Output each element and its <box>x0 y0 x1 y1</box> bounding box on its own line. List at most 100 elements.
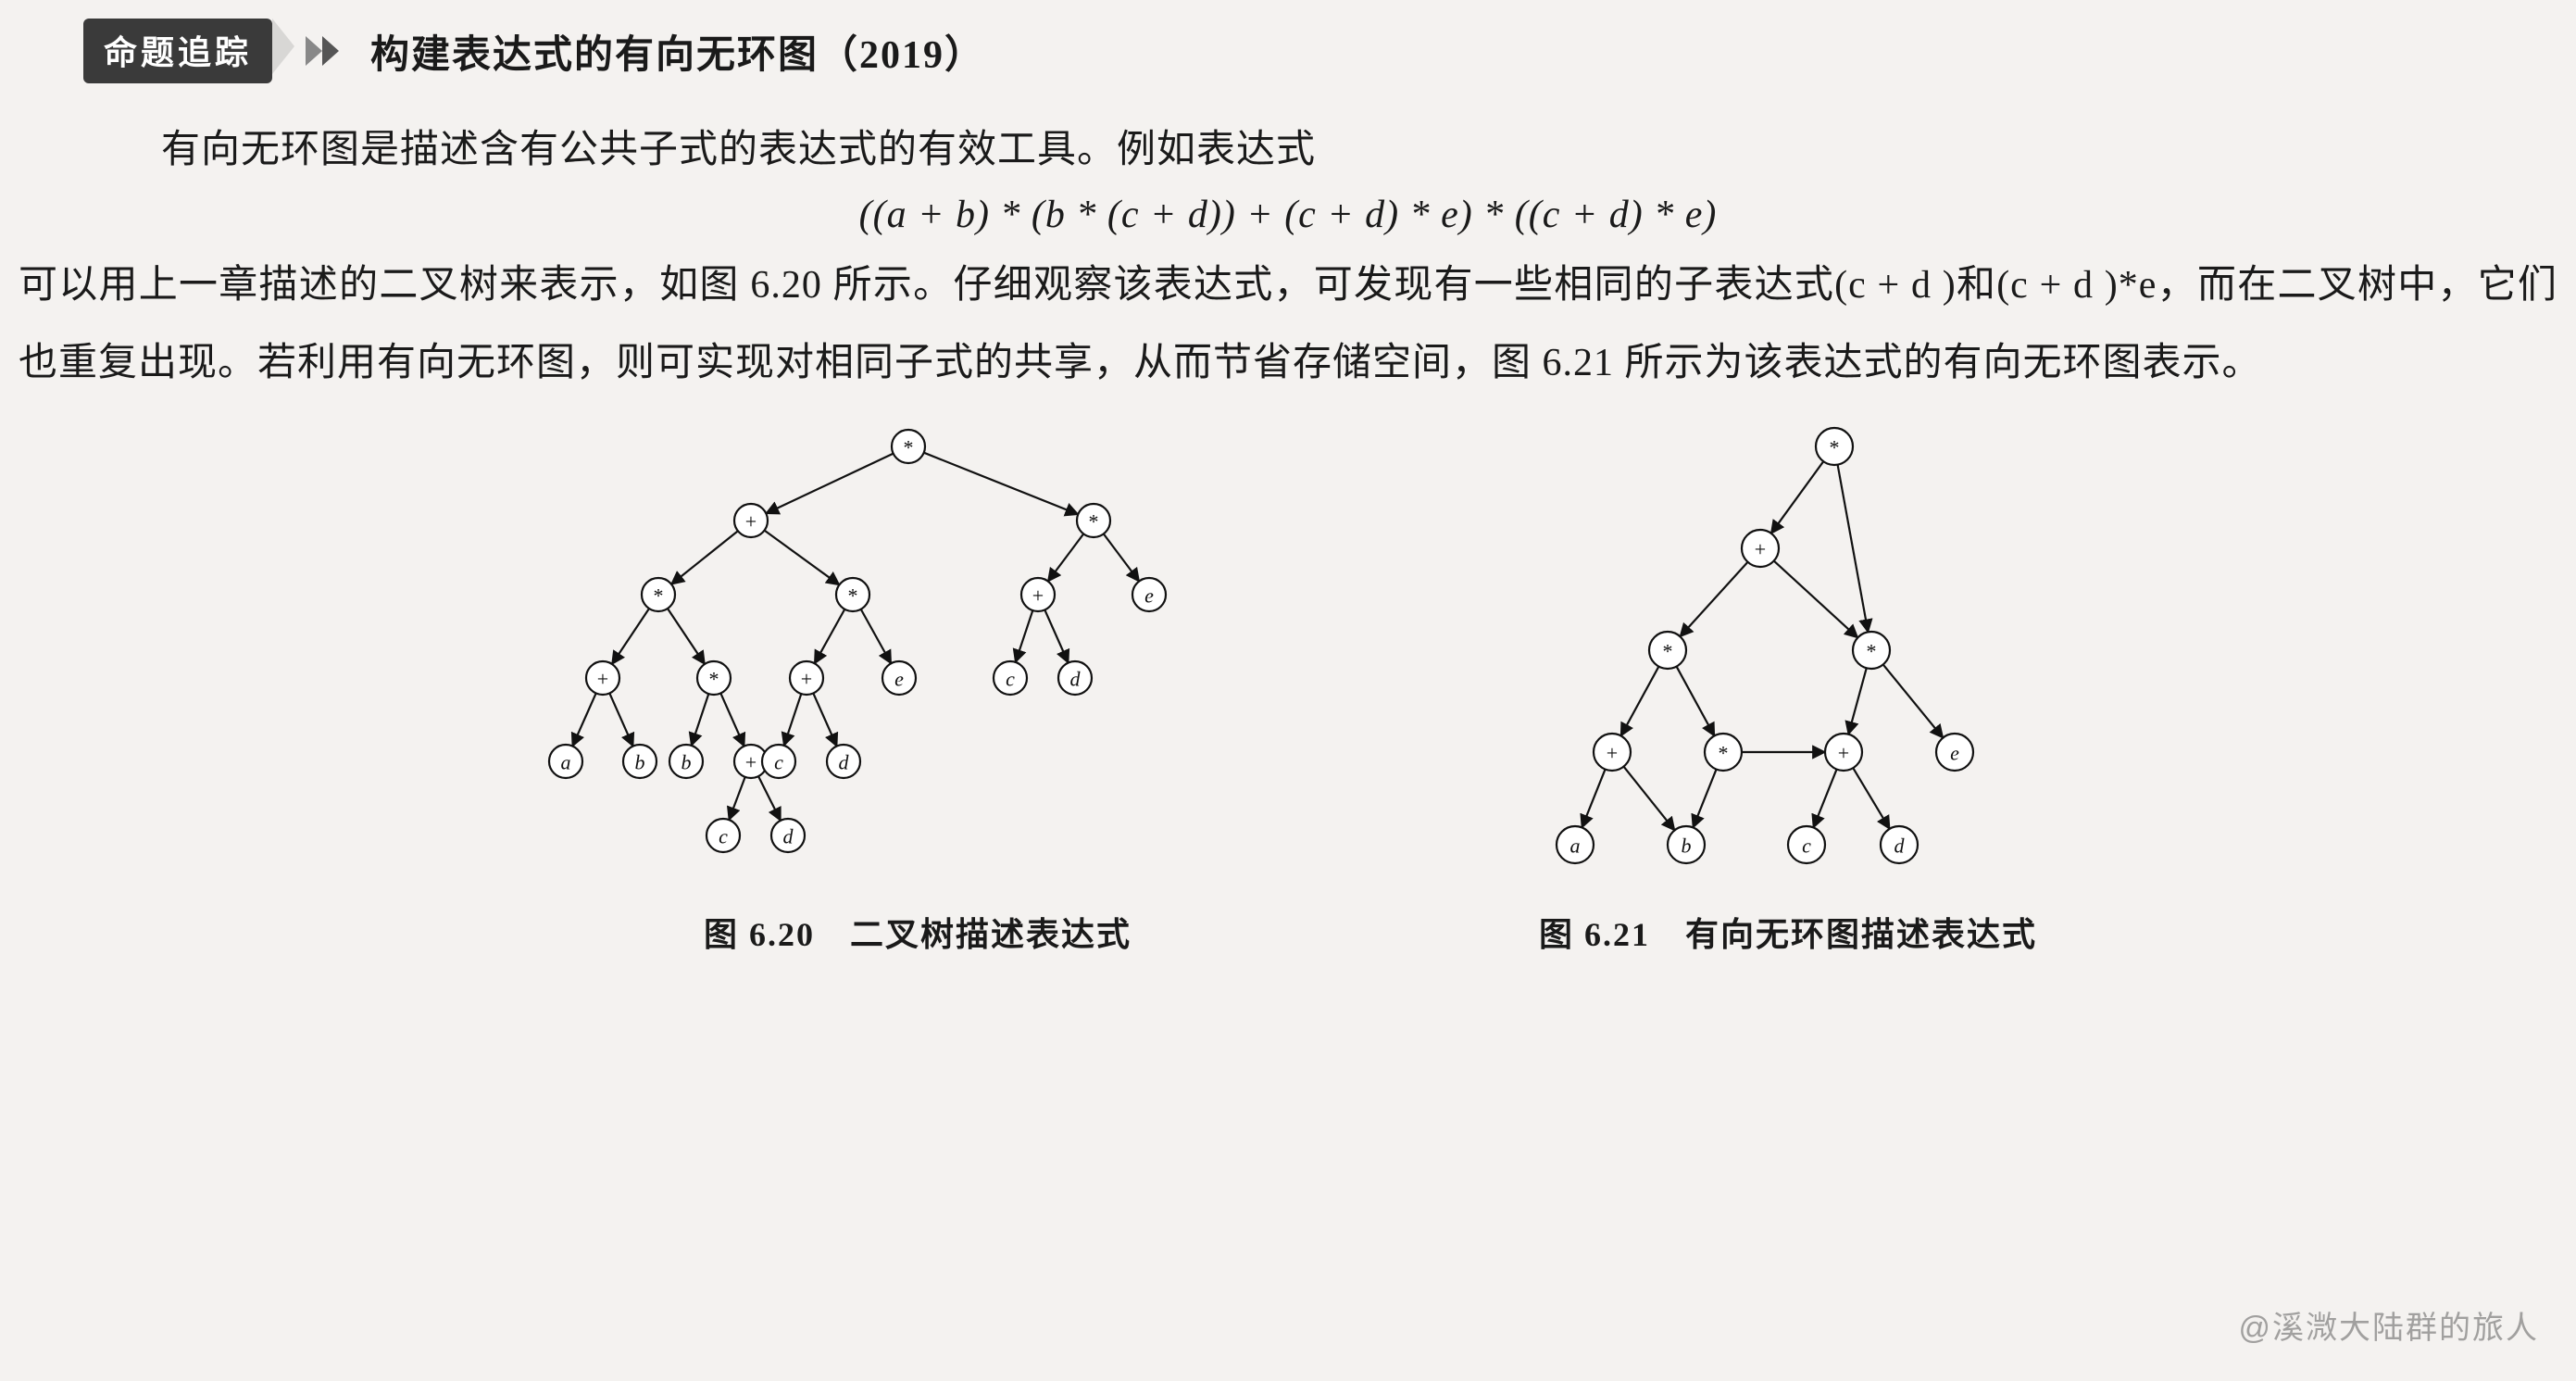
svg-text:+: + <box>1032 584 1044 608</box>
node-n9: * <box>697 661 731 695</box>
edge <box>1848 668 1866 734</box>
figure-6-20: *+***+e+*+ecdabb+cdcd 图 6.20 二叉树描述表达式 <box>501 409 1334 956</box>
edge <box>609 693 632 746</box>
node-m8: e <box>1936 734 1973 771</box>
svg-text:+: + <box>597 668 608 691</box>
dag-diagram: *+**+*+eabcd <box>1501 409 2075 891</box>
edge <box>572 693 595 746</box>
node-n8: + <box>586 661 619 695</box>
svg-text:c: c <box>1006 668 1015 691</box>
svg-text:d: d <box>783 825 794 848</box>
node-n19: d <box>827 745 860 778</box>
svg-text:*: * <box>1663 640 1673 663</box>
node-m5: + <box>1594 734 1631 771</box>
svg-text:d: d <box>1070 668 1082 691</box>
watermark-text: @溪溦大陆群的旅人 <box>2238 1302 2539 1348</box>
caption-6-20: 图 6.20 二叉树描述表达式 <box>704 908 1132 956</box>
tree-diagram: *+***+e+*+ecdabb+cdcd <box>501 409 1334 891</box>
edge <box>729 777 744 820</box>
svg-text:*: * <box>709 668 719 691</box>
edge <box>1016 610 1033 662</box>
node-m7: + <box>1825 734 1862 771</box>
edge <box>1623 767 1674 831</box>
node-n13: d <box>1058 661 1092 695</box>
edge <box>1621 667 1659 736</box>
edge <box>784 694 802 746</box>
svg-text:e: e <box>894 668 904 691</box>
topic-badge: 命题追踪 <box>83 19 272 83</box>
node-m4: * <box>1853 632 1890 669</box>
edge <box>1771 461 1823 534</box>
node-n7: e <box>1132 578 1166 611</box>
arrow-icon <box>306 32 348 69</box>
svg-text:*: * <box>654 584 664 608</box>
edge <box>765 531 840 585</box>
node-n1: * <box>892 430 925 463</box>
node-n21: d <box>771 819 805 852</box>
edge <box>766 454 893 514</box>
svg-text:c: c <box>1802 835 1811 858</box>
edge <box>720 693 744 746</box>
page: 命题追踪 构建表达式的有向无环图（2019） 有向无环图是描述含有公共子式的表达… <box>0 0 2576 1381</box>
edge <box>668 609 705 664</box>
node-n6: + <box>1021 578 1055 611</box>
edge <box>1813 770 1836 828</box>
svg-text:*: * <box>1089 510 1099 534</box>
edge <box>671 531 738 584</box>
paragraph-1: 有向无环图是描述含有公共子式的表达式的有效工具。例如表达式 <box>83 111 2567 189</box>
svg-text:+: + <box>745 751 757 774</box>
edge <box>1853 768 1889 829</box>
svg-text:+: + <box>801 668 812 691</box>
svg-text:a: a <box>1570 835 1581 858</box>
edge <box>861 609 892 664</box>
edge <box>692 694 709 746</box>
header-title: 构建表达式的有向无环图（2019） <box>370 23 985 80</box>
svg-text:c: c <box>719 825 728 848</box>
svg-text:b: b <box>1682 835 1692 858</box>
expression-formula: ((a + b) * (b * (c + d)) + (c + d) * e) … <box>9 193 2567 237</box>
node-n16: b <box>669 745 703 778</box>
node-n14: a <box>549 745 582 778</box>
caption-6-21: 图 6.21 有向无环图描述表达式 <box>1539 908 2037 956</box>
svg-text:a: a <box>561 751 571 774</box>
edge <box>758 776 781 821</box>
node-m12: d <box>1881 826 1918 863</box>
svg-text:c: c <box>774 751 783 774</box>
svg-text:e: e <box>1144 584 1154 608</box>
edge <box>612 609 649 664</box>
svg-text:+: + <box>1838 742 1849 765</box>
node-n4: * <box>642 578 675 611</box>
edge <box>1883 664 1944 737</box>
svg-text:*: * <box>1719 742 1729 765</box>
svg-text:*: * <box>848 584 858 608</box>
paragraph-2: 可以用上一章描述的二叉树来表示，如图 6.20 所示。仔细观察该表达式，可发现有… <box>19 246 2557 402</box>
node-m2: + <box>1742 530 1779 567</box>
svg-text:*: * <box>1867 640 1877 663</box>
node-n3: * <box>1077 504 1110 537</box>
svg-text:e: e <box>1950 742 1959 765</box>
edge <box>924 453 1079 515</box>
node-m10: b <box>1668 826 1705 863</box>
edge <box>1048 534 1083 581</box>
figure-6-21: *+**+*+eabcd 图 6.21 有向无环图描述表达式 <box>1501 409 2075 956</box>
edge <box>1582 770 1605 828</box>
edge <box>1044 609 1068 662</box>
svg-text:d: d <box>1894 835 1906 858</box>
edge <box>1680 562 1747 636</box>
svg-text:b: b <box>635 751 645 774</box>
header-row: 命题追踪 构建表达式的有向无环图（2019） <box>83 19 2567 83</box>
node-n18: c <box>762 745 795 778</box>
svg-text:*: * <box>904 436 914 459</box>
svg-text:+: + <box>1755 538 1766 561</box>
edge <box>813 693 836 746</box>
edge <box>1838 465 1869 633</box>
node-n11: e <box>882 661 916 695</box>
edge <box>1104 534 1139 581</box>
node-m9: a <box>1557 826 1594 863</box>
node-n5: * <box>836 578 869 611</box>
node-n20: c <box>707 819 740 852</box>
node-m3: * <box>1649 632 1686 669</box>
node-n10: + <box>790 661 823 695</box>
edge <box>1774 561 1858 638</box>
edge <box>815 609 845 664</box>
